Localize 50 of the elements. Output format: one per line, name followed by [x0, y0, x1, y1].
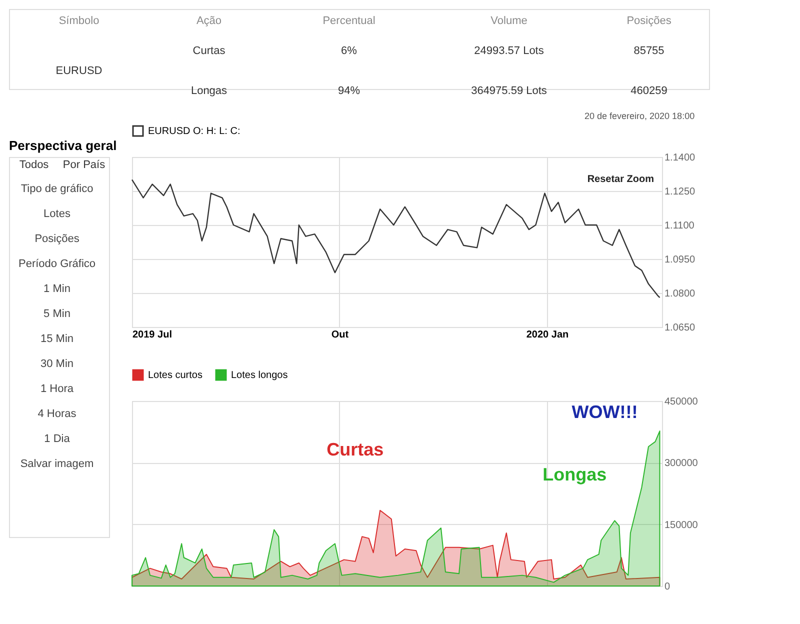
text: Volume — [490, 15, 528, 27]
text: 94% — [338, 85, 360, 97]
text: 5 Min — [44, 308, 70, 320]
text: 1 Min — [44, 283, 70, 295]
y-tick-label: 150000 — [664, 520, 698, 531]
text: 1 Dia — [44, 433, 71, 445]
x-tick-label: 2019 Jul — [132, 330, 172, 340]
y-tick-label: 1.0800 — [664, 288, 696, 300]
y-tick-label: 1.0950 — [664, 254, 696, 266]
y-tick-label: 0 — [664, 582, 670, 592]
chart-title: 20 de fevereiro, 2020 18:00 — [584, 111, 695, 121]
text: Curtas — [192, 45, 226, 57]
text: Perspectiva geral — [9, 138, 117, 153]
text: Todos — [19, 159, 50, 171]
text: Posições — [34, 233, 80, 245]
text: 6% — [341, 45, 358, 57]
text: Símbolo — [58, 15, 100, 27]
text: 24993.57 Lots — [474, 45, 544, 57]
y-tick-label: 1.0650 — [664, 322, 696, 334]
y-tick-label: 300000 — [664, 458, 698, 470]
text: Por País — [62, 159, 106, 171]
text: 364975.59 Lots — [471, 85, 548, 97]
text: Longas — [190, 85, 228, 97]
text: 460259 — [630, 85, 668, 97]
text: 85755 — [634, 45, 664, 57]
annotation: Longas — [542, 464, 607, 485]
text: Posições — [626, 15, 672, 27]
text: Ação — [196, 15, 222, 27]
y-tick-label: 1.1400 — [664, 152, 696, 164]
y-tick-label: 450000 — [664, 396, 698, 408]
text: 4 Horas — [38, 408, 77, 420]
text: Tipo de gráfico — [20, 183, 94, 195]
legend-label: Lotes longos — [231, 370, 288, 381]
x-tick-label: 2020 Jan — [526, 330, 569, 340]
text: Percentual — [322, 15, 376, 27]
legend-label: EURUSD O: H: L: C: — [148, 126, 240, 137]
x-tick-label: Out — [331, 330, 350, 340]
annotation: Curtas — [326, 439, 384, 460]
y-tick-label: 1.1250 — [664, 186, 696, 198]
text: 30 Min — [40, 358, 74, 370]
annotation: WOW!!! — [572, 402, 638, 422]
text: 1 Hora — [40, 383, 74, 395]
text: Salvar imagem — [20, 458, 94, 470]
annotation: Resetar Zoom — [587, 174, 654, 185]
text: Lotes — [44, 208, 71, 220]
legend-label: Lotes curtos — [148, 370, 202, 381]
text: EURUSD — [56, 65, 102, 77]
text: 15 Min — [40, 333, 74, 345]
text: Período Gráfico — [18, 258, 96, 270]
y-tick-label: 1.1100 — [664, 220, 695, 232]
